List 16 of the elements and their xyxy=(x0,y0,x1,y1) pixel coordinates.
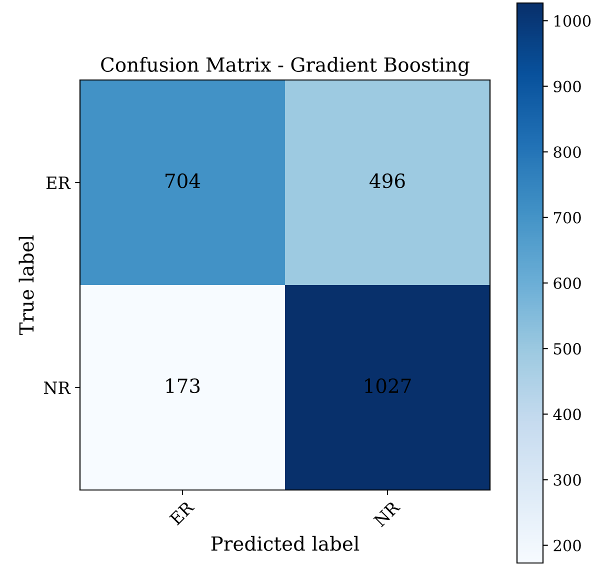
data-label: 173 xyxy=(166,378,200,394)
color-bar-label: 900 xyxy=(554,80,581,92)
color-bar-label: 400 xyxy=(553,408,581,420)
color-bar-label: 600 xyxy=(554,277,581,290)
color-bar-label: 300 xyxy=(554,474,581,486)
color-bar-label: 800 xyxy=(554,146,581,158)
color-bar-label: 200 xyxy=(554,540,581,552)
y-axis-title: True label xyxy=(18,235,34,336)
data-label: 1027 xyxy=(365,378,411,394)
color-bar-label: 500 xyxy=(554,343,581,355)
color-bar-label: 1000 xyxy=(554,15,591,27)
chart-title: Confusion Matrix - Gradient Boosting xyxy=(101,56,470,76)
x-axis-title: Predicted label xyxy=(211,536,360,551)
color-bar-label: 700 xyxy=(554,212,581,224)
data-label: 496 xyxy=(370,173,405,188)
data-label: 704 xyxy=(166,173,200,188)
